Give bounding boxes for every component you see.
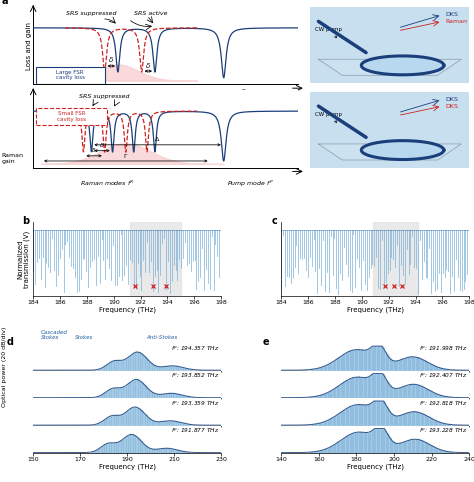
Text: Cascaded
Stokes: Cascaded Stokes bbox=[41, 330, 68, 340]
Text: d: d bbox=[7, 337, 14, 347]
Text: c: c bbox=[272, 216, 278, 227]
Text: Raman modes $f^R$: Raman modes $f^R$ bbox=[80, 178, 135, 187]
Text: DKS: DKS bbox=[446, 104, 458, 108]
Text: $f^p$: 194.357 THz: $f^p$: 194.357 THz bbox=[171, 345, 219, 353]
Text: CW pump: CW pump bbox=[315, 27, 342, 38]
Text: DKS: DKS bbox=[446, 97, 458, 102]
Text: $\delta$: $\delta$ bbox=[108, 55, 114, 65]
Text: $\delta$: $\delta$ bbox=[91, 147, 97, 154]
Text: $f^p$: 193.228 THz: $f^p$: 193.228 THz bbox=[419, 427, 467, 435]
Text: Frequency: Frequency bbox=[242, 89, 274, 94]
Text: $f^p$: 193.852 THz: $f^p$: 193.852 THz bbox=[171, 372, 219, 380]
Bar bbox=[130, 222, 181, 295]
Text: e: e bbox=[263, 337, 269, 347]
Text: $f^p$: 191.877 THz: $f^p$: 191.877 THz bbox=[171, 427, 219, 435]
Y-axis label: Normalized
transmission (V): Normalized transmission (V) bbox=[17, 230, 30, 288]
Text: Anti-Stokes: Anti-Stokes bbox=[146, 335, 177, 340]
Text: DKS: DKS bbox=[446, 13, 458, 17]
X-axis label: Frequency (THz): Frequency (THz) bbox=[99, 464, 155, 470]
X-axis label: Frequency (THz): Frequency (THz) bbox=[99, 306, 155, 313]
Text: b: b bbox=[22, 216, 29, 227]
Polygon shape bbox=[319, 59, 461, 75]
Text: $\Delta$: $\Delta$ bbox=[155, 135, 161, 143]
Text: SRS active: SRS active bbox=[134, 11, 167, 16]
FancyBboxPatch shape bbox=[36, 108, 107, 125]
Text: Raman: Raman bbox=[446, 19, 467, 24]
Text: $f^p$: 193.359 THz: $f^p$: 193.359 THz bbox=[171, 400, 219, 408]
Text: SRS suppressed: SRS suppressed bbox=[79, 94, 130, 99]
FancyBboxPatch shape bbox=[36, 67, 105, 83]
Polygon shape bbox=[319, 144, 461, 160]
Text: $f^p$: 192.407 THz: $f^p$: 192.407 THz bbox=[419, 372, 467, 380]
Text: Stokes: Stokes bbox=[74, 335, 93, 340]
Text: Raman
gain: Raman gain bbox=[1, 153, 23, 164]
Text: $f^p$: 192.818 THz: $f^p$: 192.818 THz bbox=[419, 400, 467, 408]
Polygon shape bbox=[361, 141, 444, 160]
Text: $f^p$: 191.998 THz: $f^p$: 191.998 THz bbox=[419, 345, 467, 353]
Text: SRS suppressed: SRS suppressed bbox=[66, 11, 117, 16]
Text: $\Gamma$: $\Gamma$ bbox=[123, 151, 128, 160]
Text: Pump mode $f^P$: Pump mode $f^P$ bbox=[227, 178, 273, 188]
Text: CW pump: CW pump bbox=[315, 111, 342, 122]
X-axis label: Frequency (THz): Frequency (THz) bbox=[347, 306, 404, 313]
Text: a: a bbox=[1, 0, 8, 6]
Bar bbox=[373, 222, 418, 295]
Text: Optical power (20 dB/div): Optical power (20 dB/div) bbox=[2, 326, 8, 406]
Polygon shape bbox=[361, 56, 444, 75]
Text: Large FSR
cavity loss: Large FSR cavity loss bbox=[56, 70, 85, 80]
Text: $\delta$: $\delta$ bbox=[146, 61, 151, 69]
Y-axis label: Loss and gain: Loss and gain bbox=[26, 22, 32, 70]
Text: Small FSR
cavity loss: Small FSR cavity loss bbox=[57, 111, 86, 122]
Text: $\delta$: $\delta$ bbox=[99, 141, 105, 149]
X-axis label: Frequency (THz): Frequency (THz) bbox=[347, 464, 404, 470]
